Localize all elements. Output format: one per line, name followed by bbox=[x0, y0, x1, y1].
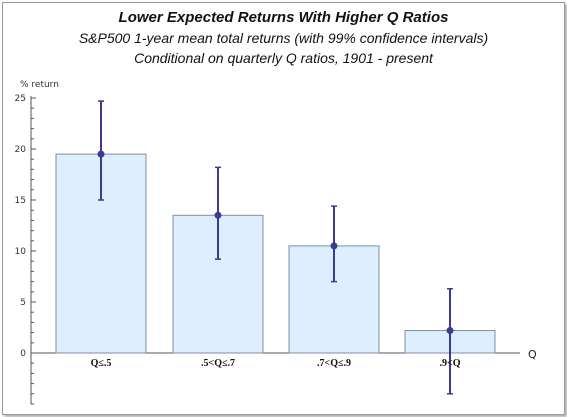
category-label: Q≤.5 bbox=[91, 358, 112, 369]
mean-point bbox=[446, 327, 454, 335]
error-bars bbox=[97, 100, 454, 395]
mean-point bbox=[330, 242, 338, 250]
mean-point bbox=[214, 211, 222, 219]
y-axis-label: % return bbox=[20, 80, 59, 90]
y-ticks: 0 5 10 15 20 25 bbox=[15, 94, 36, 405]
y-tick-label: 0 bbox=[20, 349, 26, 359]
category-label: .9<Q bbox=[440, 358, 461, 369]
bars bbox=[55, 153, 496, 354]
y-tick-label: 10 bbox=[15, 247, 27, 257]
y-tick-label: 20 bbox=[15, 145, 27, 155]
chart-subtitle-2: Conditional on quarterly Q ratios, 1901 … bbox=[134, 50, 433, 66]
y-tick-label: 5 bbox=[20, 298, 26, 308]
y-tick-label: 15 bbox=[15, 196, 26, 206]
category-labels: Q≤.5 .5<Q≤.7 .7<Q≤.9 .9<Q bbox=[91, 358, 461, 369]
category-label: .5<Q≤.7 bbox=[201, 358, 235, 369]
chart-subtitle-1: S&P500 1-year mean total returns (with 9… bbox=[78, 30, 489, 46]
chart-titles: Lower Expected Returns With Higher Q Rat… bbox=[0, 8, 567, 68]
y-tick-label: 25 bbox=[15, 94, 26, 104]
chart-title: Lower Expected Returns With Higher Q Rat… bbox=[118, 9, 449, 26]
mean-point bbox=[97, 150, 105, 158]
x-axis-label: Q bbox=[528, 348, 537, 361]
category-label: .7<Q≤.9 bbox=[317, 358, 351, 369]
